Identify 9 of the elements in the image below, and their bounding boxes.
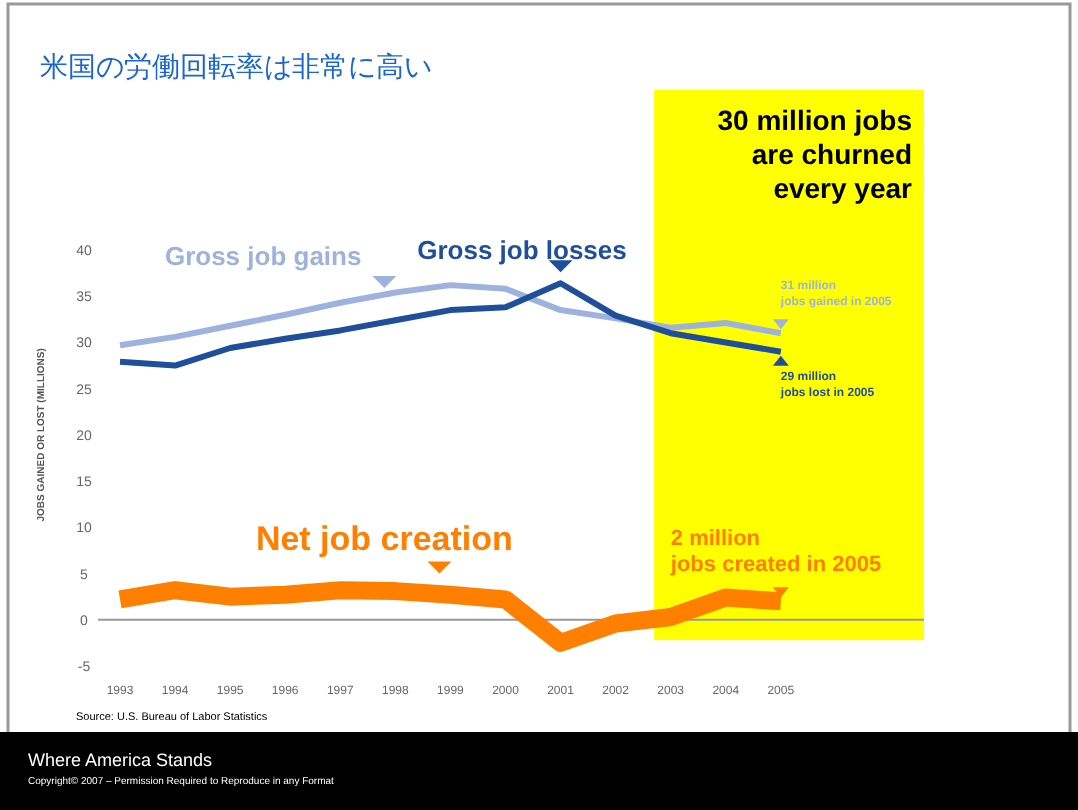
series-label: Gross job losses <box>417 235 627 266</box>
line-series <box>117 282 784 349</box>
line-series <box>117 280 784 369</box>
band-label: 30 million jobs are churned every year <box>717 104 914 204</box>
series-label: Gross job gains <box>164 240 362 271</box>
chart-title: 米国の労働回転率は非常に高い <box>40 50 432 82</box>
annotation: 2 million jobs created in 2005 <box>668 527 882 578</box>
series-label: Net job creation <box>255 520 513 559</box>
text: Where America Stands <box>28 750 214 770</box>
